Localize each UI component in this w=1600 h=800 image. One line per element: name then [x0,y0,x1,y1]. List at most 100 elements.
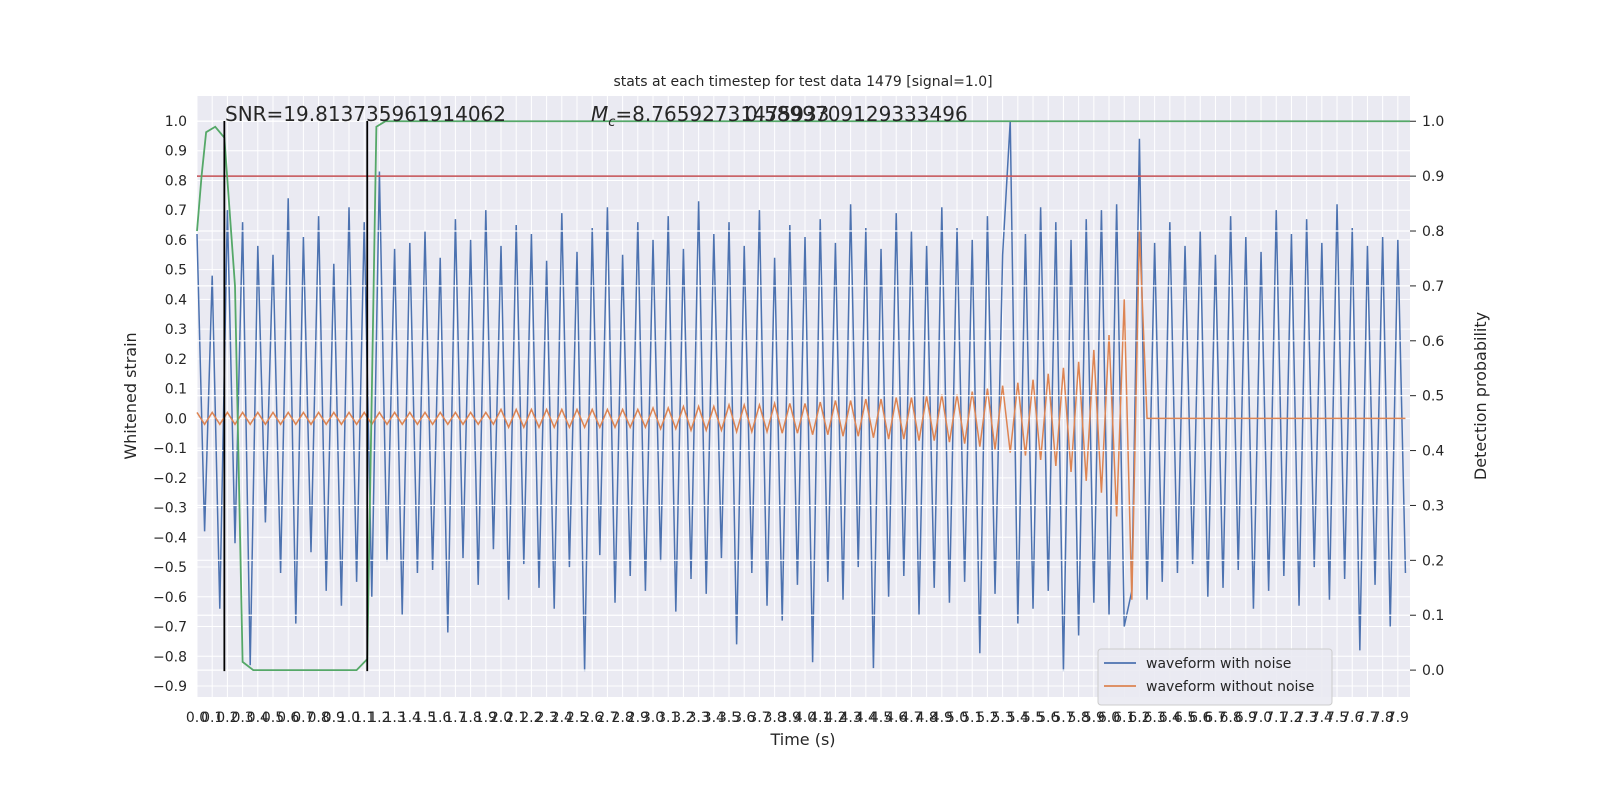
plot-area [196,96,1410,697]
y2-tick-label: 0.5 [1422,389,1444,405]
x-tick-label: 5.7 [1052,710,1074,726]
probability-line [196,120,1410,672]
x-tick-label: 2.0 [490,710,512,726]
x-tick-label: 3.0 [642,710,664,726]
legend-box [1097,648,1333,706]
x-tick-label: 0.0 [186,710,208,726]
x-tick-label: 2.9 [627,710,649,726]
x-tick-label: 4.0 [794,710,816,726]
x-tick-label: 5.1 [961,710,983,726]
y2-tick-label: 0.8 [1422,224,1444,240]
x-tick-label: 7.4 [1311,710,1333,726]
x-tick-label: 7.9 [1387,710,1409,726]
x-tick-label: 4.7 [900,710,922,726]
x-tick-label: 2.2 [520,710,542,726]
x-tick-label: 0.2 [216,710,238,726]
y-tick-label: 0.1 [165,382,187,398]
line-series [196,230,1406,600]
y2-tick-label: 0.7 [1422,279,1444,295]
annotation: Mc=8.76592731475933 [591,102,829,130]
x-tick-label: 1.1 [353,710,375,726]
y-tick-label: 0.7 [165,203,187,219]
x-tick-label: 4.9 [931,710,953,726]
y2-axis-label: Detection probability [1471,312,1490,480]
x-tick-label: 1.0 [338,710,360,726]
x-tick-label: 4.4 [855,710,877,726]
x-tick-label: 7.3 [1296,710,1318,726]
x-tick-label: 5.5 [1022,710,1044,726]
x-tick-label: 6.6 [1189,710,1211,726]
x-tick-label: 6.3 [1143,710,1165,726]
y2-tick-label: 0.2 [1422,553,1444,569]
x-tick-label: 7.2 [1280,710,1302,726]
x-tick-label: 2.3 [535,710,557,726]
y-axis-label: Whitened strain [121,332,140,459]
x-tick-label: 4.8 [915,710,937,726]
y-tick-label: −0.6 [153,590,187,606]
x-tick-label: 4.2 [824,710,846,726]
x-tick-label: 6.8 [1220,710,1242,726]
x-tick-label: 3.3 [687,710,709,726]
y-tick-label: −0.5 [153,560,187,576]
annotation: SNR=19.813735961914062 [225,102,506,126]
x-tick-label: 7.6 [1341,710,1363,726]
y-tick-label: 0.9 [165,144,187,160]
x-tick-label: 6.9 [1235,710,1257,726]
y2-tick-label: 0.9 [1422,169,1444,185]
x-tick-label: 2.4 [551,710,573,726]
y-tick-label: −0.3 [153,501,187,517]
y-tick-label: 0.2 [165,352,187,368]
y2-tick-label: 0.0 [1422,663,1444,679]
x-tick-label: 3.8 [763,710,785,726]
x-tick-label: 6.4 [1159,710,1181,726]
x-tick-label: 5.9 [1083,710,1105,726]
annotation-text: =8.76592731475933 [615,102,829,126]
x-tick-label: 5.8 [1067,710,1089,726]
x-tick-label: 5.2 [976,710,998,726]
x-tick-label: 0.1 [201,710,223,726]
y2-tick-label: 0.3 [1422,498,1444,514]
x-axis-label: Time (s) [769,730,835,749]
x-tick-label: 1.2 [368,710,390,726]
x-tick-label: 0.8 [307,710,329,726]
y-tick-label: −0.2 [153,471,187,487]
x-tick-label: 7.5 [1326,710,1348,726]
x-tick-label: 1.4 [399,710,421,726]
x-tick-label: 3.7 [748,710,770,726]
x-tick-label: 4.1 [809,710,831,726]
x-tick-label: 6.2 [1128,710,1150,726]
x-tick-label: 2.1 [505,710,527,726]
annotation-symbol: M [591,102,608,126]
x-tick-label: 0.5 [262,710,284,726]
x-tick-label: 1.5 [414,710,436,726]
annotation-subscript: c [608,115,615,130]
x-tick-label: 2.5 [566,710,588,726]
y2-tick-label: 0.4 [1422,444,1444,460]
x-tick-label: 3.9 [779,710,801,726]
x-tick-label: 5.3 [991,710,1013,726]
x-tick-label: 7.1 [1265,710,1287,726]
y2-tick-label: 0.1 [1422,608,1444,624]
x-tick-label: 0.7 [292,710,314,726]
x-tick-label: 0.3 [231,710,253,726]
x-tick-label: 4.5 [870,710,892,726]
x-tick-label: 6.1 [1113,710,1135,726]
x-tick-label: 0.9 [323,710,345,726]
y-tick-label: 0.0 [165,411,187,427]
x-tick-label: 7.8 [1372,710,1394,726]
x-tick-label: 4.3 [839,710,861,726]
x-tick-label: 3.5 [718,710,740,726]
y-tick-label: 0.8 [165,173,187,189]
x-tick-label: 7.7 [1356,710,1378,726]
y2-tick-label: 1.0 [1422,114,1444,130]
x-tick-label: 5.4 [1007,710,1029,726]
x-tick-label: 1.9 [475,710,497,726]
y-tick-label: −0.7 [153,620,187,636]
y-tick-label: 0.3 [165,322,187,338]
x-tick-label: 1.6 [429,710,451,726]
y-tick-label: 0.5 [165,263,187,279]
legend: waveform with noise waveform without nois… [1097,648,1333,706]
annotation: 0.5899709129333496 [745,102,968,126]
x-tick-label: 3.2 [672,710,694,726]
